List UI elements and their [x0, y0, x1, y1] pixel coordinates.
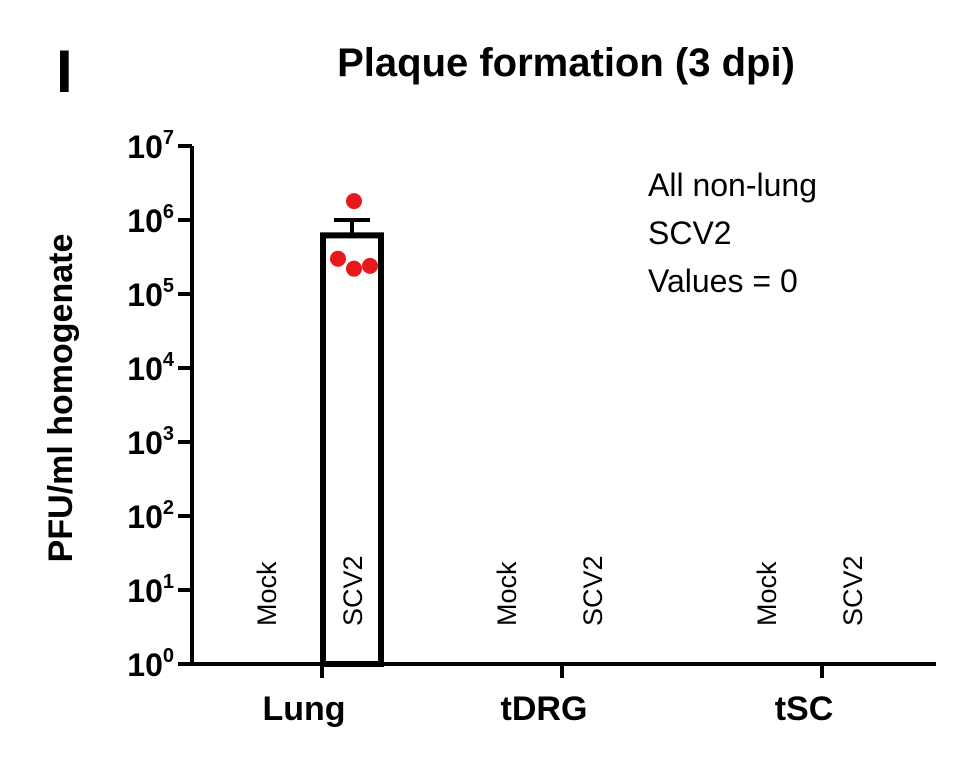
x-group-label: Lung — [262, 690, 345, 728]
condition-label: SCV2 — [578, 555, 608, 626]
data-point — [330, 250, 346, 267]
y-tick-label: 106 — [127, 201, 174, 239]
x-group-label: tDRG — [501, 690, 588, 728]
panel-label: I — [56, 38, 73, 105]
annotation-line: Values = 0 — [648, 263, 798, 299]
condition-label: Mock — [252, 561, 282, 626]
condition-label: Mock — [752, 561, 782, 626]
x-group-label: tSC — [775, 690, 834, 728]
condition-label: SCV2 — [338, 555, 368, 626]
y-tick-label: 101 — [127, 571, 174, 609]
condition-label: Mock — [492, 561, 522, 626]
annotation-line: All non-lung — [648, 167, 817, 203]
y-tick-label: 100 — [127, 645, 174, 683]
chart-title: Plaque formation (3 dpi) — [337, 41, 795, 85]
y-tick-label: 105 — [127, 275, 174, 313]
annotation-line: SCV2 — [648, 215, 732, 251]
y-axis-label: PFU/ml homogenate — [42, 234, 80, 563]
data-point — [346, 260, 362, 277]
y-tick-label: 107 — [127, 127, 174, 165]
data-point — [346, 193, 362, 210]
data-point — [362, 257, 378, 274]
y-tick-label: 102 — [127, 497, 174, 535]
condition-label: SCV2 — [838, 555, 868, 626]
y-tick-label: 103 — [127, 423, 174, 461]
y-tick-label: 104 — [127, 349, 175, 387]
